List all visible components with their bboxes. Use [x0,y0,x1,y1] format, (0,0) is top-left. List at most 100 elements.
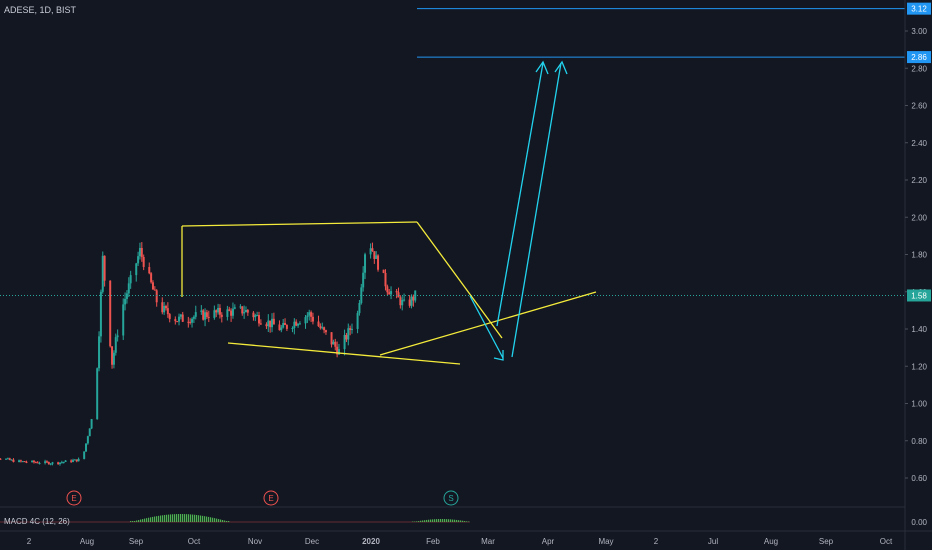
candle-body [217,307,220,313]
candle-body [19,460,22,462]
candle-body [384,272,387,287]
x-tick-label: Aug [764,537,778,546]
candle-body [226,309,229,317]
x-tick-label: Sep [129,537,144,546]
candle-body [189,321,192,323]
arrow-down-shaft [469,295,504,359]
candle-body [395,291,398,293]
candle-body [291,327,294,329]
candle-body [124,298,127,305]
candle-body [77,458,80,462]
candle-body [399,297,402,306]
macd-bar [166,514,168,522]
candle-body [358,303,361,314]
candle-body [116,335,119,338]
macd-bar [446,519,448,522]
candle-body [112,352,115,365]
candle-body [323,327,326,331]
macd-bar [456,519,458,522]
candle-body [47,462,50,465]
macd-bar [444,519,446,522]
x-tick-label: Feb [426,537,440,546]
macd-bar [432,519,434,522]
macd-bar [134,520,136,522]
macd-bar [462,520,464,522]
candle-body [155,290,158,303]
price-label-box [907,289,931,302]
macd-bar [152,516,154,522]
candle-body [298,323,301,325]
candle-body [228,309,231,311]
candle-body [259,323,262,325]
price-label-box [907,2,931,15]
candle-body [412,296,415,301]
candle-body [163,306,166,313]
macd-bar [206,516,208,522]
macd-bar [224,520,226,522]
macd-bar [156,516,158,522]
candle-body [18,460,21,463]
candle-body [267,320,270,327]
candle-body [138,247,141,257]
symbol-title: ADESE, 1D, BIST [4,5,77,15]
x-tick-label: Mar [481,537,495,546]
candle-body [330,332,333,345]
candle-body [332,341,335,345]
macd-bar [148,517,150,522]
candle-body [244,310,247,313]
candle-body [241,306,244,314]
candle-body [8,458,11,460]
candle-body [343,334,346,350]
candle-body [44,461,47,464]
macd-bar [448,519,450,522]
candle-body [23,461,26,463]
candle-body [10,459,13,461]
macd-bar [464,521,466,522]
candle-body [213,310,216,318]
macd-bar [426,519,428,522]
candle-body [297,324,300,326]
macd-bar [222,520,224,522]
event-marker-label: S [448,494,453,503]
macd-bar [144,518,146,522]
candle-body [178,316,181,322]
candle-body [176,321,179,323]
candle-body [21,461,24,463]
macd-bar [226,520,228,522]
macd-bar [130,521,132,522]
macd-bar [160,515,162,522]
candle-body [321,327,324,329]
y-tick-label: 1.20 [911,362,927,371]
candle-body [278,324,281,331]
candle-body [72,460,74,462]
candle-body [200,310,203,313]
candle-body [45,461,48,463]
candle-body [109,280,112,347]
candle-body [165,306,167,309]
candle-body [142,256,145,267]
macd-bar [420,520,422,522]
macd-bar [416,521,418,522]
candle-body [246,310,249,313]
candle-body [75,459,78,462]
candle-body [135,263,138,276]
macd-bar [182,514,184,522]
candle-body [85,443,88,452]
candle-body [256,315,259,317]
candles-layer [0,242,417,466]
candle-body [127,283,130,294]
x-tick-label: Sep [819,537,834,546]
candle-body [304,317,307,324]
macd-bar [154,516,156,522]
candle-body [62,461,65,463]
candle-body [295,321,298,326]
macd-bar [436,519,438,522]
y-tick-label: 1.40 [911,325,927,334]
candle-body [137,256,140,264]
candle-body [90,419,93,429]
macd-bar [168,514,170,522]
candle-body [334,341,337,347]
